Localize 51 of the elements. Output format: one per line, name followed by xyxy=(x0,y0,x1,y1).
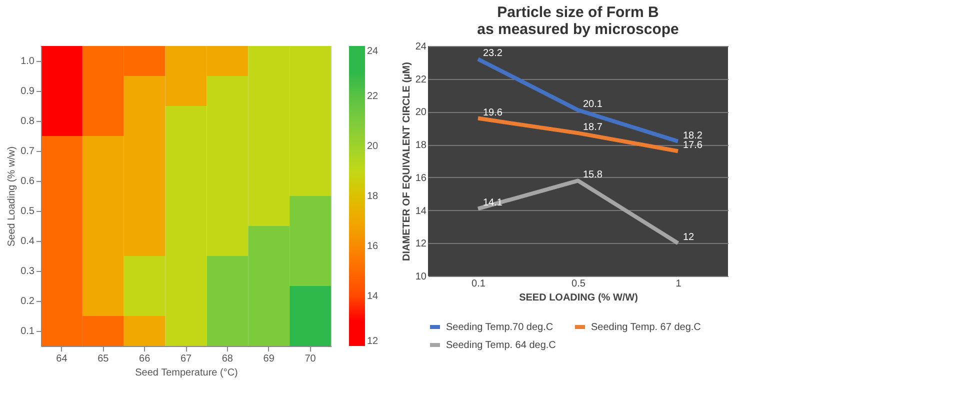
x-tick-label: 66 xyxy=(139,354,151,364)
y-tick-label: 1.0 xyxy=(20,56,35,67)
x-tick-label: 0.5 xyxy=(572,278,586,290)
color-bar-label: 16 xyxy=(367,241,379,252)
x-tick-label: 70 xyxy=(304,354,316,364)
x-tick-label: 65 xyxy=(98,354,110,364)
y-tick-label: 0.1 xyxy=(20,326,35,337)
y-axis-title: Seed Loading (% w/w) xyxy=(6,146,18,247)
color-bar-label: 20 xyxy=(367,141,379,152)
y-tick-label: 16 xyxy=(415,172,427,184)
data-label: 17.6 xyxy=(683,140,703,152)
y-tick-label: 18 xyxy=(415,140,427,152)
data-label: 19.6 xyxy=(483,107,503,118)
legend-label: Seeding Temp.70 deg.C xyxy=(446,322,554,333)
y-tick-label: 12 xyxy=(415,238,427,250)
y-tick-label: 20 xyxy=(415,107,427,118)
x-tick-label: 68 xyxy=(222,354,234,364)
color-bar-label: 14 xyxy=(367,291,379,302)
chart-title: Particle size of Form B as measured by microscope xyxy=(477,4,679,38)
data-label: 23.2 xyxy=(483,48,503,60)
y-tick-label: 0.6 xyxy=(20,176,35,187)
y-tick-label: 0.8 xyxy=(20,116,35,127)
y-tick-label: 0.2 xyxy=(20,296,35,307)
x-axis-title: SEED LOADING (% W/W) xyxy=(519,292,638,304)
y-tick-label: 10 xyxy=(415,272,427,282)
y-tick-label: 0.7 xyxy=(20,146,35,157)
color-bar-label: 24 xyxy=(367,46,379,57)
legend-label: Seeding Temp. 67 deg.C xyxy=(591,322,701,333)
color-bar-label: 18 xyxy=(367,191,379,202)
data-label: 18.7 xyxy=(583,122,603,134)
x-tick-label: 64 xyxy=(56,354,68,364)
y-tick-label: 0.3 xyxy=(20,266,35,277)
y-tick-label: 0.9 xyxy=(20,86,35,97)
y-axis-title: DIAMETER OF EQUIVALENT CIRCLE (µM) xyxy=(401,62,412,261)
legend-label: Seeding Temp. 64 deg.C xyxy=(446,340,556,351)
y-tick-label: 24 xyxy=(415,42,427,52)
x-tick-label: 0.1 xyxy=(472,278,486,290)
data-label: 18.2 xyxy=(683,130,703,142)
y-tick-label: 14 xyxy=(415,206,427,217)
x-tick-label: 1 xyxy=(676,278,682,290)
y-tick-label: 22 xyxy=(415,74,427,86)
y-tick-label: 0.4 xyxy=(20,236,35,247)
data-label: 20.1 xyxy=(583,99,603,110)
x-tick-label: 67 xyxy=(180,354,192,364)
x-axis-title: Seed Temperature (°C) xyxy=(135,368,238,378)
data-label: 12 xyxy=(683,232,695,244)
color-bar-label: 12 xyxy=(367,336,379,347)
x-tick-label: 69 xyxy=(263,354,275,364)
y-tick-label: 0.5 xyxy=(20,206,35,217)
color-bar-label: 22 xyxy=(367,91,379,102)
data-label: 15.8 xyxy=(583,170,603,181)
